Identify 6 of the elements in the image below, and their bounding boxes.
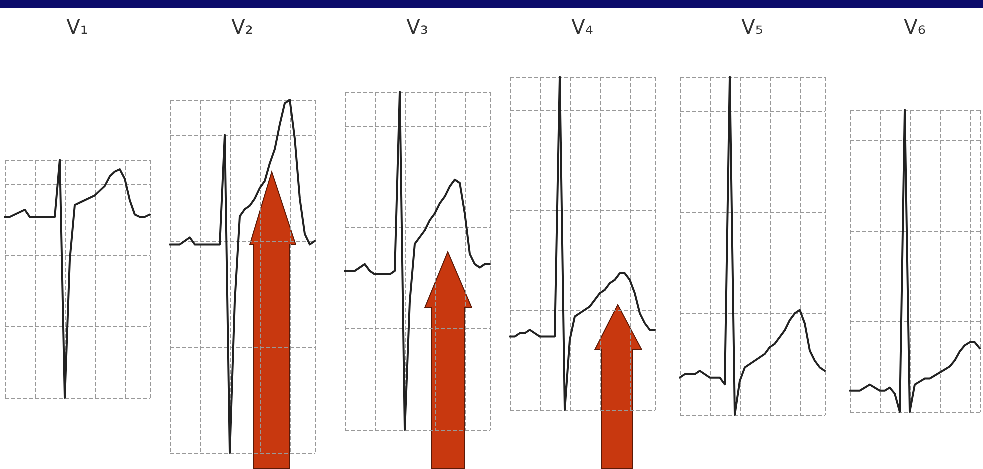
chart-title: V₁	[66, 15, 88, 39]
chart-title: V₅	[742, 15, 764, 39]
chart-title: V₂	[232, 15, 254, 39]
chart-title: V₆	[904, 15, 926, 39]
chart-title: V₃	[406, 15, 428, 39]
chart-title: V₄	[572, 15, 594, 39]
